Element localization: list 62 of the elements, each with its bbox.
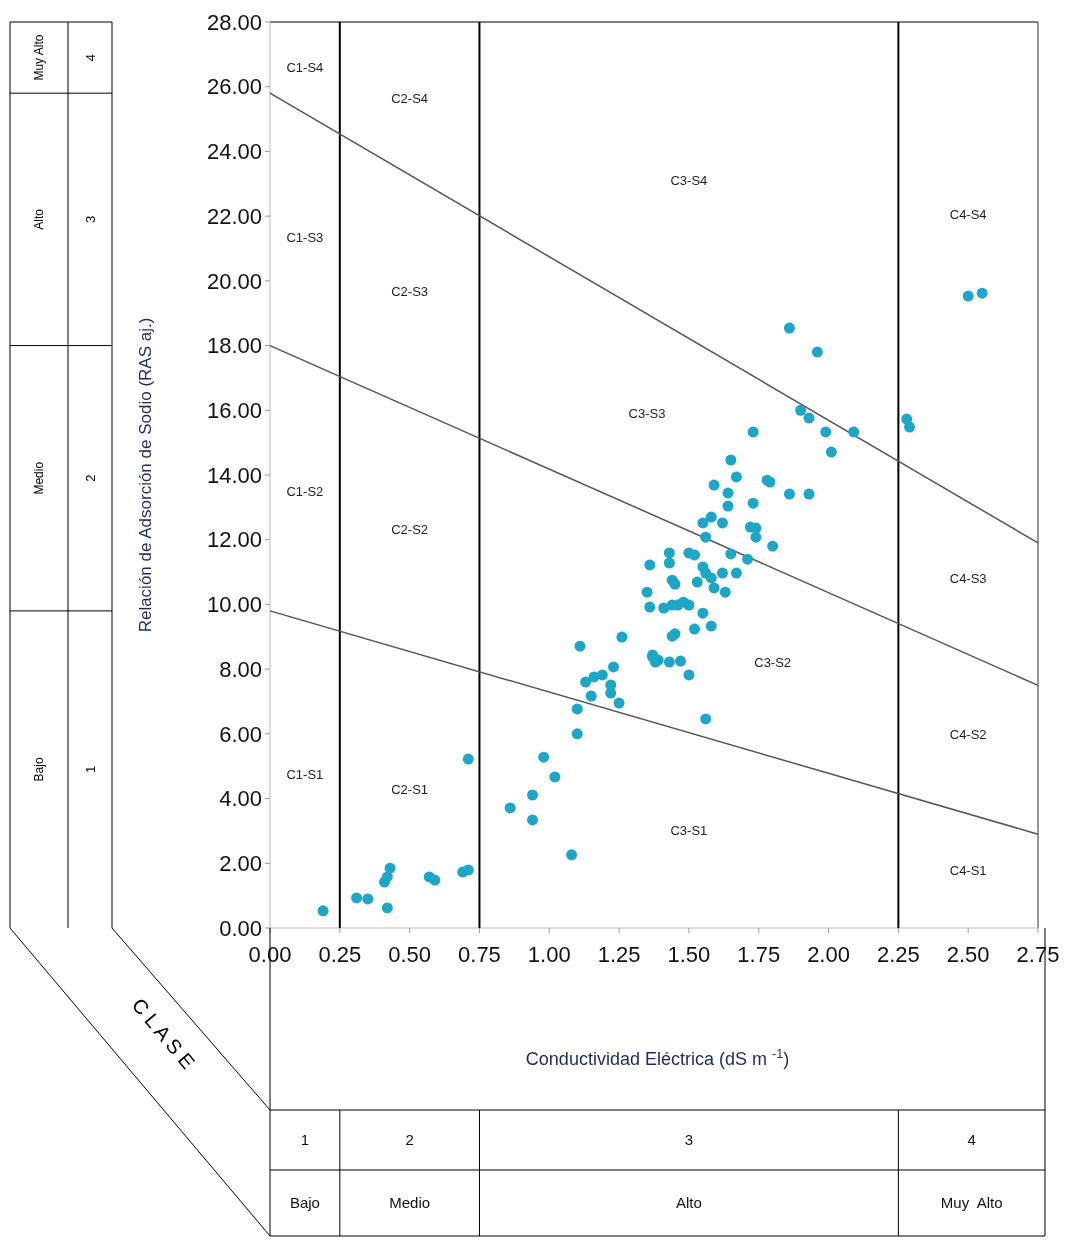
text: Bajo — [32, 757, 47, 782]
x-tick-label: 2.00 — [807, 942, 850, 967]
text: 3 — [684, 1131, 694, 1149]
text: 4 — [82, 53, 98, 62]
x-tick-label: 0.75 — [458, 942, 501, 967]
annotation: C1-S3 — [286, 229, 324, 245]
text: C L A S E — [127, 993, 200, 1074]
text: Muy Alto — [32, 34, 47, 81]
y-tick-label: 2.00 — [219, 850, 262, 876]
text: 1 — [300, 1131, 310, 1149]
x-tick-label: 2.25 — [876, 942, 920, 967]
y-tick-label: 6.00 — [219, 721, 262, 747]
annotation: C4-S2 — [949, 726, 987, 742]
y-tick-label: 14.00 — [206, 462, 262, 488]
text: Medio — [389, 1194, 431, 1212]
annotation: C3-S3 — [628, 405, 666, 421]
annotation: C4-S3 — [949, 570, 987, 586]
y-tick-label: 28.00 — [206, 9, 262, 35]
y-tick-label: 24.00 — [206, 139, 262, 165]
text: 3 — [82, 215, 98, 223]
y-tick-label: 10.00 — [206, 592, 262, 618]
annotation: C4-S1 — [949, 863, 987, 879]
y-tick-label: 4.00 — [219, 786, 262, 812]
x-tick-label: 0.50 — [388, 942, 432, 967]
y-tick-label: 8.00 — [219, 656, 262, 682]
y-tick-label: 26.00 — [206, 74, 262, 100]
annotation: C2-S3 — [391, 283, 429, 299]
text: Bajo — [289, 1194, 320, 1212]
x-tick-label: 1.25 — [597, 942, 641, 967]
text: Alto — [32, 208, 47, 230]
annotation: C3-S1 — [670, 822, 708, 838]
annotation: C3-S2 — [754, 655, 792, 671]
annotation: C1-S2 — [286, 483, 324, 499]
text: Muy Alto — [940, 1194, 1003, 1212]
x-tick-label: 0.25 — [318, 942, 362, 967]
y-tick-label: 12.00 — [206, 527, 262, 553]
annotation: C4-S4 — [949, 206, 987, 222]
x-tick-label: 1.75 — [737, 942, 781, 967]
y-tick-label: 16.00 — [206, 397, 262, 423]
annotation: C3-S4 — [670, 172, 708, 188]
annotation: C1-S4 — [286, 60, 324, 76]
annotation: C1-S1 — [286, 767, 324, 783]
y-tick-label: 0.00 — [219, 915, 262, 941]
annotation: C2-S1 — [391, 782, 429, 798]
x-tick-label: 2.50 — [946, 942, 990, 967]
text: 2 — [82, 474, 98, 482]
y-tick-label: 22.00 — [206, 203, 262, 229]
text: Medio — [32, 461, 47, 495]
text: Alto — [675, 1194, 702, 1212]
x-tick-label: 0.00 — [248, 942, 292, 967]
x-tick-label: 1.00 — [527, 942, 571, 967]
annotation: C2-S4 — [391, 91, 429, 107]
x-axis-title: Conductividad Eléctrica (dS m $^{-1}$) — [525, 1047, 790, 1069]
y-axis-title: Relación de Adsorción de Sodio (RAS aj.) — [136, 317, 155, 633]
text: 1 — [82, 765, 98, 774]
x-tick-label: 1.50 — [667, 942, 711, 967]
y-tick-label: 18.00 — [206, 333, 262, 359]
text: 2 — [405, 1131, 414, 1149]
x-tick-label: 2.75 — [1016, 942, 1060, 967]
y-tick-label: 20.00 — [206, 268, 262, 294]
text: 4 — [967, 1131, 976, 1149]
annotation: C2-S2 — [391, 521, 429, 537]
